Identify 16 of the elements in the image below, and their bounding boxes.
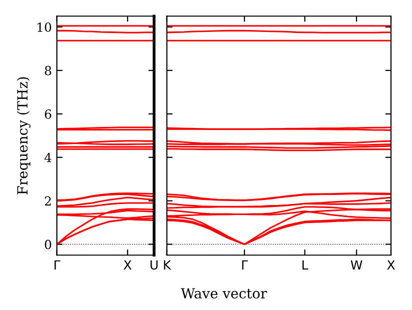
x-tick-label: L bbox=[302, 260, 308, 270]
y-tick-label: 6 bbox=[44, 109, 52, 119]
x-tick-label: W bbox=[350, 260, 362, 270]
x-tick-label: K bbox=[164, 260, 172, 270]
y-tick-label: 4 bbox=[44, 152, 52, 162]
y-tick-label: 10 bbox=[38, 22, 52, 32]
y-tick-label: 8 bbox=[44, 66, 52, 76]
x-tick-label: X bbox=[124, 260, 132, 270]
x-tick-label: U bbox=[150, 260, 158, 270]
x-tick-label: Γ bbox=[54, 260, 60, 270]
y-tick-label: 2 bbox=[44, 196, 51, 206]
x-tick-label: Γ bbox=[242, 260, 248, 270]
y-tick-label: 0 bbox=[44, 240, 52, 250]
y-axis-title: Frequency (THz) bbox=[16, 77, 31, 194]
x-axis-title: Wave vector bbox=[180, 288, 268, 299]
x-tick-label: X bbox=[387, 260, 395, 270]
